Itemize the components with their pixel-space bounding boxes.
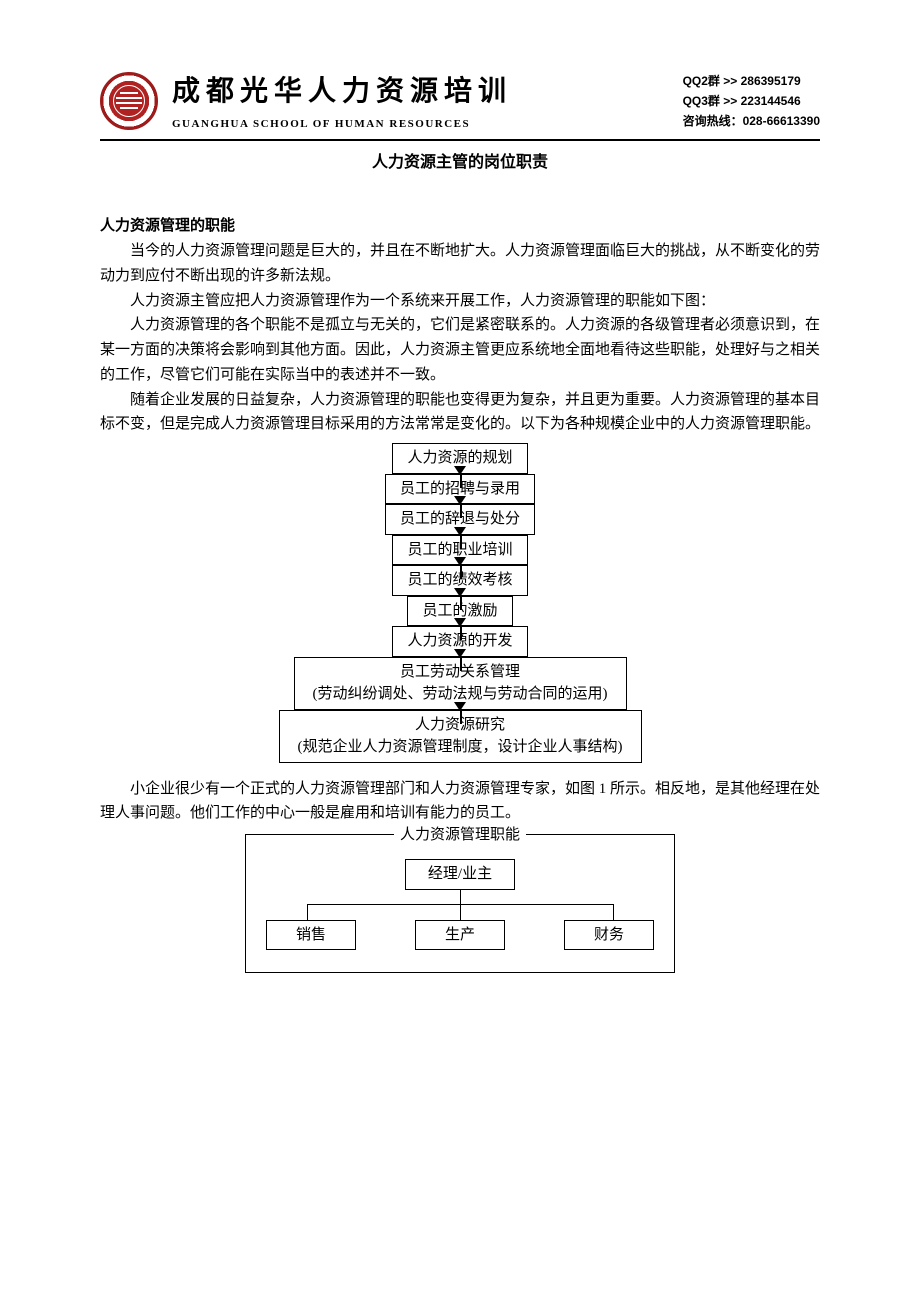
orgchart-child-2: 财务 xyxy=(564,920,654,951)
small-biz-orgchart: 人力资源管理职能 经理/业主 销售 生产 财务 xyxy=(245,834,675,973)
section-heading: 人力资源管理的职能 xyxy=(100,215,820,238)
orgchart-root: 经理/业主 xyxy=(405,859,515,890)
orgchart-child-0: 销售 xyxy=(266,920,356,951)
org-name-en: GUANGHUA SCHOOL OF HUMAN RESOURCES xyxy=(172,116,663,133)
org-logo-icon xyxy=(100,72,158,130)
paragraph-5: 小企业很少有一个正式的人力资源管理部门和人力资源管理专家，如图 1 所示。相反地… xyxy=(100,777,820,827)
paragraph-1: 当今的人力资源管理问题是巨大的，并且在不断地扩大。人力资源管理面临巨大的挑战，从… xyxy=(100,239,820,289)
paragraph-3: 人力资源管理的各个职能不是孤立与无关的，它们是紧密联系的。人力资源的各级管理者必… xyxy=(100,313,820,387)
orgchart-child-1: 生产 xyxy=(415,920,505,951)
letterhead: 成都光华人力资源培训 GUANGHUA SCHOOL OF HUMAN RESO… xyxy=(100,70,820,141)
orgchart-children-row: 销售 生产 财务 xyxy=(264,920,656,951)
paragraph-4: 随着企业发展的日益复杂，人力资源管理的职能也变得更为复杂，并且更为重要。人力资源… xyxy=(100,388,820,438)
header-contact: QQ2群 >> 286395179 QQ3群 >> 223144546 咨询热线… xyxy=(663,71,820,132)
orgchart-legend: 人力资源管理职能 xyxy=(394,824,526,847)
document-title: 人力资源主管的岗位职责 xyxy=(100,151,820,175)
header-titles: 成都光华人力资源培训 GUANGHUA SCHOOL OF HUMAN RESO… xyxy=(172,70,663,133)
paragraph-2: 人力资源主管应把人力资源管理作为一个系统来开展工作，人力资源管理的职能如下图： xyxy=(100,289,820,314)
contact-qq2: QQ2群 >> 286395179 xyxy=(683,71,820,91)
contact-qq3: QQ3群 >> 223144546 xyxy=(683,91,820,111)
orgchart-connectors xyxy=(264,890,656,920)
contact-hotline: 咨询热线：028-66613390 xyxy=(683,111,820,131)
hr-functions-flowchart: 人力资源的规划 员工的招聘与录用 员工的辞退与处分 员工的职业培训 员工的绩效考… xyxy=(100,443,820,763)
org-name-cn: 成都光华人力资源培训 xyxy=(172,70,663,112)
